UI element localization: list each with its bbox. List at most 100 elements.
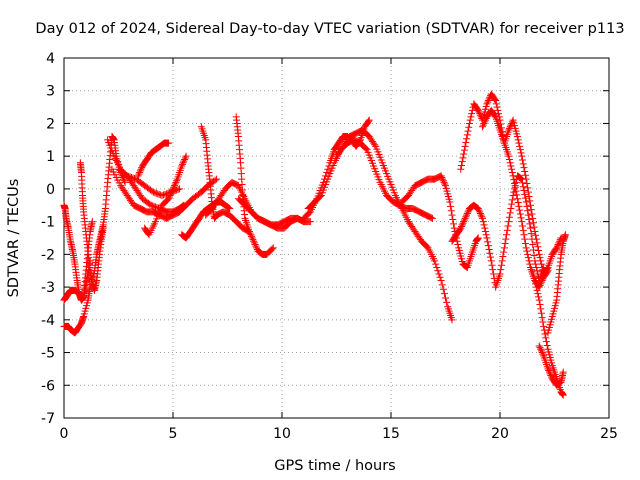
data-point [436, 273, 444, 281]
data-point [515, 139, 523, 147]
data-point [528, 210, 536, 218]
data-point [247, 231, 255, 239]
data-point [165, 193, 173, 201]
data-point [129, 174, 137, 182]
data-point [530, 223, 538, 231]
data-point [525, 257, 533, 265]
data-point [536, 344, 544, 352]
data-point [463, 211, 471, 219]
data-point [520, 231, 528, 239]
data-point [150, 202, 158, 210]
data-point [546, 370, 554, 378]
data-point [180, 157, 188, 165]
y-tick-label: -3 [41, 280, 55, 296]
data-point [535, 342, 543, 350]
data-point [173, 177, 181, 185]
data-point [181, 154, 189, 162]
data-point [439, 177, 447, 185]
data-point [484, 98, 492, 106]
data-point [434, 267, 442, 275]
data-point [484, 242, 492, 250]
data-point [504, 222, 512, 230]
data-point [543, 341, 551, 349]
data-point [88, 218, 96, 226]
y-tick-label: 0 [46, 182, 55, 198]
data-point [518, 218, 526, 226]
data-point [537, 347, 545, 355]
data-point [536, 281, 544, 289]
data-point [477, 211, 485, 219]
data-point [362, 145, 370, 153]
x-axis-label: GPS time / hours [274, 458, 395, 474]
data-point [224, 203, 232, 211]
data-point [523, 247, 531, 255]
data-point [474, 234, 482, 242]
data-point [554, 241, 562, 249]
data-point [226, 205, 234, 213]
x-tick-label: 0 [60, 426, 69, 442]
data-point [433, 263, 441, 271]
data-point [521, 171, 529, 179]
data-point [457, 223, 465, 231]
data-point [545, 367, 553, 375]
data-point [448, 211, 456, 219]
data-point [126, 173, 134, 181]
data-point [460, 216, 468, 224]
data-point [154, 190, 162, 198]
data-point [136, 169, 144, 177]
data-point [520, 187, 528, 195]
data-point [128, 173, 136, 181]
series-trace-d [76, 159, 107, 294]
data-point [479, 218, 487, 226]
data-point [522, 198, 530, 206]
data-point [545, 368, 553, 376]
data-point [513, 191, 521, 199]
x-tick-label: 10 [273, 426, 291, 442]
data-point [508, 200, 516, 208]
data-point [537, 260, 545, 268]
data-point [486, 249, 494, 257]
data-point [250, 237, 258, 245]
series-trace-p [304, 136, 436, 222]
data-point [160, 191, 168, 199]
data-point [535, 250, 543, 258]
data-point [508, 196, 516, 204]
data-point [561, 231, 569, 239]
data-point [443, 298, 451, 306]
data-point [166, 191, 174, 199]
data-point [531, 277, 539, 285]
data-point [324, 165, 332, 173]
data-point [517, 175, 525, 183]
data-point [446, 198, 454, 206]
data-point [524, 250, 532, 258]
data-point [489, 270, 497, 278]
data-point [136, 167, 144, 175]
data-point [522, 244, 530, 252]
data-point [527, 206, 535, 214]
data-point [524, 207, 532, 215]
data-point [535, 293, 543, 301]
data-point [178, 162, 186, 170]
data-point [530, 251, 538, 259]
data-point [509, 172, 517, 180]
y-axis: -7 -6 -5 -4 -3 -2 -1 0 1 2 3 4 [41, 51, 609, 427]
data-point [517, 149, 525, 157]
x-tick-label: 15 [382, 426, 400, 442]
data-point [147, 201, 155, 209]
data-point [508, 165, 516, 173]
data-point [485, 245, 493, 253]
data-point [492, 97, 500, 105]
data-point [538, 277, 546, 285]
data-point [481, 116, 489, 124]
series-trace-w [535, 342, 567, 389]
y-tick-label: 4 [46, 51, 55, 67]
data-point [478, 213, 486, 221]
data-point [519, 183, 527, 191]
series-trace-h [134, 139, 173, 180]
data-point [491, 95, 499, 103]
data-point [544, 365, 552, 373]
data-point [500, 248, 508, 256]
data-point [152, 203, 160, 211]
data-point [120, 177, 128, 185]
data-point [252, 242, 260, 250]
